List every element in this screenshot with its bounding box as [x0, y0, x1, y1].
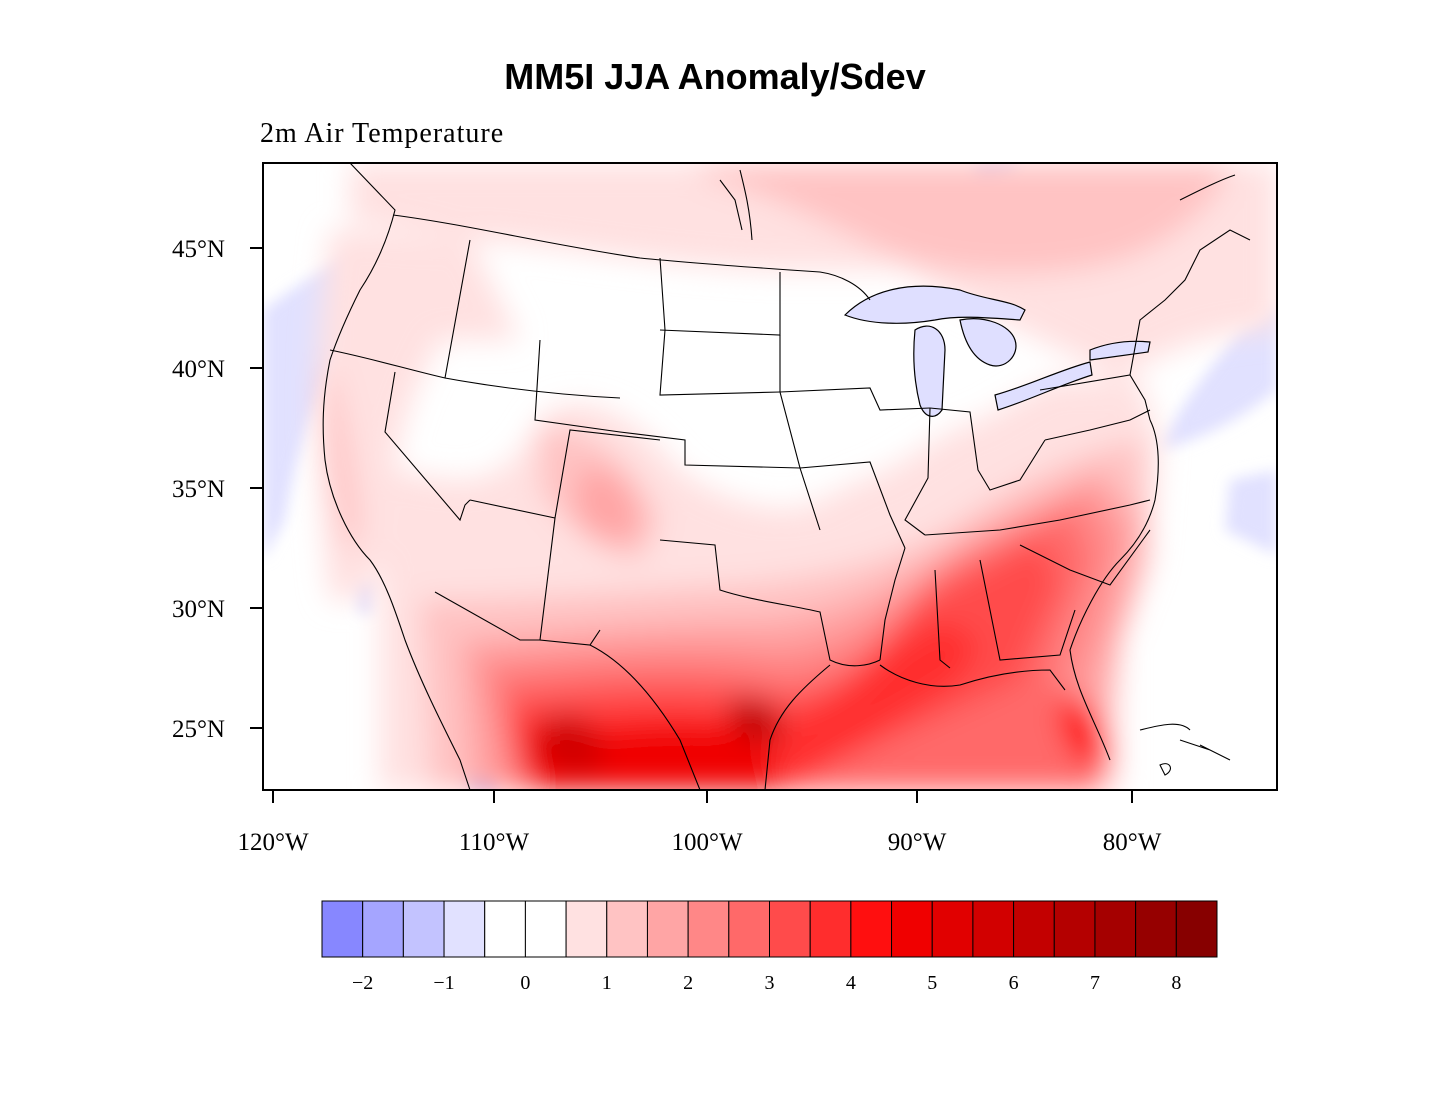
anomaly-field: [318, 163, 1277, 790]
colorbar-swatch: [850, 900, 893, 958]
lat-axis: [250, 247, 263, 729]
colorbar-swatch: [972, 900, 1015, 958]
map-subtitle: 2m Air Temperature: [260, 118, 505, 149]
colorbar-swatch: [891, 900, 933, 958]
colorbar-label: 1: [602, 972, 612, 994]
colorbar-swatch: [402, 900, 445, 958]
colorbar-swatch: [524, 900, 567, 958]
colorbar-label: 8: [1171, 972, 1181, 994]
map-area: [263, 163, 1277, 790]
colorbar-swatch: [1135, 900, 1177, 958]
colorbar-swatch: [443, 900, 486, 958]
colorbar-labels: −2 −1 0 1 2 3 4 5 6 7 8: [352, 972, 1181, 994]
colorbar-swatch: [565, 900, 608, 958]
lon-label-110w: 110°W: [459, 829, 530, 856]
colorbar-swatch: [606, 900, 648, 958]
colorbar-label: 3: [765, 972, 775, 994]
colorbar-swatch: [931, 900, 974, 958]
colorbar-swatch: [728, 900, 770, 958]
great-lakes: [843, 285, 1151, 417]
colorbar-swatch: [687, 900, 730, 958]
lat-label-45n: 45°N: [172, 236, 225, 263]
colorbar-label: 6: [1009, 972, 1019, 994]
colorbar: [321, 900, 1218, 958]
colorbar-swatch: [646, 900, 689, 958]
colorbar-label: 4: [846, 972, 856, 994]
colorbar-swatch: [1053, 900, 1096, 958]
colorbar-label: 5: [927, 972, 937, 994]
colorbar-label: −1: [433, 972, 454, 994]
lon-label-100w: 100°W: [671, 829, 742, 856]
map-frame: [262, 162, 1278, 791]
lat-label-40n: 40°N: [172, 356, 225, 383]
lat-label-25n: 25°N: [172, 716, 225, 743]
colorbar-swatch: [1094, 900, 1137, 958]
lon-label-120w: 120°W: [237, 829, 308, 856]
political-boundaries: [322, 163, 1251, 790]
colorbar-swatch: [1013, 900, 1055, 958]
colorbar-swatch: [1175, 900, 1218, 958]
lon-label-90w: 90°W: [888, 829, 947, 856]
colorbar-label: −2: [352, 972, 373, 994]
lon-axis: [272, 790, 1133, 803]
lon-label-80w: 80°W: [1103, 829, 1162, 856]
colorbar-label: 0: [520, 972, 530, 994]
lat-label-30n: 30°N: [172, 596, 225, 623]
colorbar-label: 7: [1090, 972, 1100, 994]
colorbar-swatch: [484, 900, 526, 958]
colorbar-label: 2: [683, 972, 693, 994]
colorbar-swatch: [769, 900, 811, 958]
lat-label-35n: 35°N: [172, 476, 225, 503]
colorbar-swatch: [809, 900, 852, 958]
colorbar-swatch: [321, 900, 364, 958]
map-title: MM5I JJA Anomaly/Sdev: [504, 56, 926, 97]
colorbar-swatch: [362, 900, 404, 958]
